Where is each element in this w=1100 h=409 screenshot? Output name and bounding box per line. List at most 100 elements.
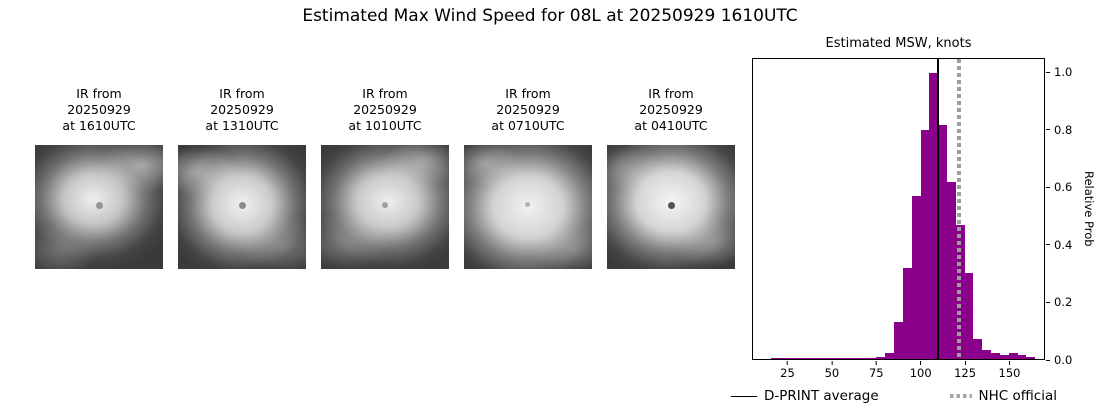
tick-mark bbox=[875, 361, 877, 365]
x-tick: 150 bbox=[998, 361, 1021, 380]
solid-line-icon bbox=[731, 395, 757, 397]
histogram-bar bbox=[788, 357, 798, 359]
histogram-bar bbox=[814, 357, 824, 359]
tick-mark bbox=[831, 361, 833, 365]
histogram-bar bbox=[894, 321, 903, 359]
satellite-panel: IR from 20250929 at 0410UTC bbox=[607, 86, 735, 269]
chart-title: Estimated MSW, knots bbox=[825, 36, 972, 51]
y-tick: 0.8 bbox=[1046, 123, 1072, 137]
histogram-bar bbox=[823, 357, 833, 359]
tick-label: 1.0 bbox=[1054, 65, 1073, 80]
satellite-panel: IR from 20250929 at 1610UTC bbox=[35, 86, 163, 269]
satellite-ir-image bbox=[321, 145, 449, 269]
x-tick: 50 bbox=[824, 361, 840, 380]
histogram-bar bbox=[991, 353, 1000, 359]
satellite-label: IR from 20250929 at 1610UTC bbox=[62, 86, 136, 133]
tick-mark bbox=[964, 361, 966, 365]
satellite-panel: IR from 20250929 at 1010UTC bbox=[321, 86, 449, 269]
tick-label: 100 bbox=[909, 366, 932, 380]
satellite-panel: IR from 20250929 at 0710UTC bbox=[464, 86, 592, 269]
histogram-bar bbox=[938, 124, 947, 359]
histogram-bar bbox=[770, 357, 780, 359]
x-tick: 125 bbox=[954, 361, 976, 380]
histogram-bar bbox=[902, 267, 912, 359]
nhc-official-line bbox=[957, 59, 962, 359]
histogram-bar bbox=[982, 350, 992, 359]
tick-mark bbox=[1046, 244, 1050, 246]
satellite-row: IR from 20250929 at 1610UTC IR from 2025… bbox=[35, 86, 735, 269]
tick-mark bbox=[1046, 129, 1050, 131]
satellite-label: IR from 20250929 at 0410UTC bbox=[634, 86, 708, 133]
tick-mark bbox=[920, 361, 922, 365]
tick-label: 0.4 bbox=[1054, 237, 1073, 252]
storm-eye-graphic bbox=[382, 202, 389, 209]
tick-mark bbox=[1046, 359, 1050, 361]
tick-mark bbox=[1046, 71, 1050, 73]
plot-area bbox=[752, 58, 1045, 360]
tick-label: 25 bbox=[780, 366, 795, 380]
y-tick: 0.4 bbox=[1046, 238, 1072, 252]
y-tick: 0.6 bbox=[1046, 180, 1072, 194]
y-axis: 0.0 0.2 0.4 0.6 0.8 1.0 bbox=[1046, 58, 1082, 367]
satellite-label: IR from 20250929 at 1010UTC bbox=[348, 86, 422, 133]
cloud-swirl-graphic bbox=[464, 145, 592, 269]
figure-title: Estimated Max Wind Speed for 08L at 2025… bbox=[302, 6, 798, 26]
satellite-panel: IR from 20250929 at 1310UTC bbox=[178, 86, 306, 269]
histogram-bar bbox=[964, 273, 974, 359]
histogram-bar bbox=[805, 357, 815, 359]
satellite-ir-image bbox=[35, 145, 163, 269]
dotted-line-icon bbox=[949, 394, 972, 398]
histogram-bar bbox=[779, 357, 789, 359]
histogram-bar bbox=[973, 339, 983, 359]
x-tick: 100 bbox=[910, 361, 932, 380]
tick-label: 150 bbox=[998, 366, 1021, 380]
legend-item-dprint-average: D-PRINT average bbox=[731, 388, 879, 404]
tick-mark bbox=[1046, 186, 1050, 188]
histogram-bar bbox=[1026, 356, 1036, 359]
tick-label: 0.0 bbox=[1054, 353, 1073, 367]
satellite-label: IR from 20250929 at 0710UTC bbox=[491, 86, 565, 133]
histogram-bar bbox=[850, 357, 859, 359]
histogram-bar bbox=[929, 73, 939, 359]
tick-label: 75 bbox=[868, 366, 884, 380]
y-tick: 1.0 bbox=[1046, 65, 1072, 79]
histogram-bar bbox=[911, 196, 921, 359]
satellite-ir-image bbox=[607, 145, 735, 269]
tick-label: 50 bbox=[824, 366, 840, 380]
x-tick: 75 bbox=[869, 361, 884, 380]
histogram-bar bbox=[885, 353, 895, 359]
histogram-bar bbox=[1008, 353, 1018, 359]
histogram-bar bbox=[876, 356, 886, 359]
tick-mark bbox=[1008, 361, 1010, 365]
tick-label: 0.6 bbox=[1054, 180, 1073, 195]
tick-label: 0.8 bbox=[1054, 122, 1073, 137]
histogram-bar bbox=[797, 357, 806, 359]
legend: D-PRINT average NHC official bbox=[731, 388, 1057, 404]
histogram-bar bbox=[999, 354, 1009, 359]
tick-label: 125 bbox=[954, 366, 977, 380]
satellite-label: IR from 20250929 at 1310UTC bbox=[205, 86, 279, 133]
y-tick: 0.0 bbox=[1046, 353, 1072, 367]
legend-item-nhc-official: NHC official bbox=[949, 388, 1057, 404]
y-tick: 0.2 bbox=[1046, 295, 1072, 309]
y-axis-label: Relative Prob bbox=[1082, 171, 1096, 247]
storm-eye-graphic bbox=[96, 202, 104, 210]
cloud-swirl-graphic bbox=[35, 145, 163, 269]
storm-eye-graphic bbox=[668, 202, 676, 210]
histogram-bar bbox=[920, 130, 930, 359]
dprint-average-line bbox=[937, 59, 940, 359]
satellite-ir-image bbox=[464, 145, 592, 269]
histogram-bar bbox=[867, 357, 877, 359]
storm-eye-graphic bbox=[525, 202, 531, 208]
histogram-bar bbox=[858, 357, 868, 359]
satellite-ir-image bbox=[178, 145, 306, 269]
histogram-bar bbox=[947, 181, 956, 359]
histogram-bar bbox=[841, 357, 850, 359]
tick-mark bbox=[1046, 301, 1050, 303]
storm-eye-graphic bbox=[239, 202, 247, 210]
tick-label: 0.2 bbox=[1054, 295, 1073, 310]
histogram-bar bbox=[832, 357, 842, 359]
tick-mark bbox=[786, 361, 788, 365]
cloud-swirl-graphic bbox=[321, 145, 449, 269]
